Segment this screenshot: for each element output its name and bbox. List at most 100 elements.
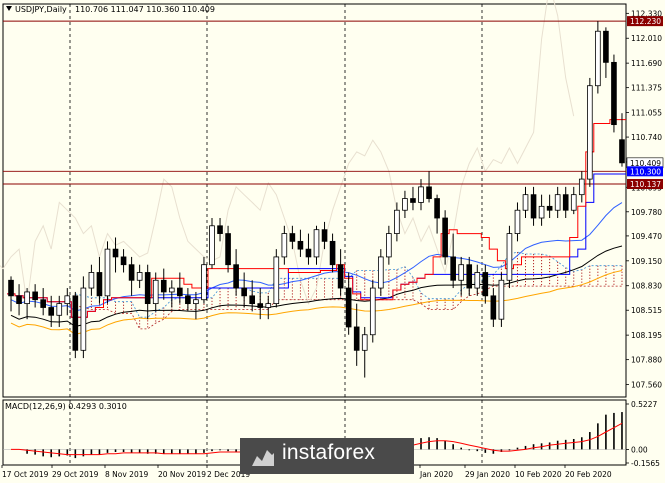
candle-bull (418, 186, 424, 203)
price-tick-label: 109.150 (631, 257, 662, 266)
candle-bear (249, 295, 256, 305)
candle-bear (442, 217, 448, 258)
candle-bull (377, 256, 384, 289)
candle-bull (402, 198, 408, 211)
candle-bull (578, 178, 585, 196)
candle-bear (289, 233, 296, 242)
price-tick-label: 108.830 (631, 282, 662, 291)
price-tick-label: 109.780 (631, 208, 662, 217)
time-tick-label: 8 Nov 2019 (105, 470, 148, 479)
time-tick-label: 29 Oct 2019 (52, 470, 99, 479)
time-tick-label: 29 Jan 2020 (465, 470, 510, 479)
price-tick-label: 108.515 (631, 306, 662, 315)
price-axis: 112.330 112.010 111.690 111.375 111.055 110.7… (626, 9, 664, 468)
ohlc-label: 110.706 111.047 110.360 110.409 (75, 5, 215, 14)
candle-bear (603, 30, 609, 63)
candle-bear (160, 279, 167, 293)
candle-bear (217, 225, 223, 234)
candle-bear (225, 233, 231, 266)
candle-bull (56, 303, 63, 316)
candle-bull (265, 303, 272, 308)
price-pane-frame (2, 3, 627, 398)
candle-bear (611, 61, 617, 126)
candle-bear (257, 303, 264, 308)
price-tick-label: 112.010 (631, 34, 662, 43)
price-tick-label: 111.055 (631, 109, 662, 118)
candle-bull (136, 272, 143, 281)
chikou-line (0, 0, 575, 305)
candle-bull (554, 194, 561, 211)
price-label-box (627, 179, 663, 190)
candle-bull (193, 299, 199, 305)
time-axis: 17 Oct 2019 29 Oct 2019 8 Nov 2019 20 Nov 2… (1, 465, 612, 479)
ma-blue-line (10, 202, 623, 312)
chart-header: USDJPY,Daily 110.706 111.047 110.360 110… (6, 5, 215, 14)
macd-tick-label: 0.00 (631, 445, 648, 454)
candle-bull (152, 279, 159, 305)
candle-bear (241, 287, 247, 297)
candle-bull (514, 209, 521, 234)
price-tick-label: 111.690 (631, 59, 662, 68)
collapse-triangle-icon[interactable] (6, 6, 12, 11)
time-tick-label: 20 Nov 2019 (158, 470, 206, 479)
candle-bear (353, 326, 360, 351)
time-tick-label: 2 Dec 2019 (207, 470, 250, 479)
candle-bear (530, 194, 537, 219)
time-tick-label: Jan 2020 (419, 470, 453, 479)
candle-bear (337, 264, 344, 289)
candle-bear (233, 264, 239, 289)
candle-bull (474, 272, 481, 289)
time-tick-label: 10 Feb 2020 (515, 470, 562, 479)
candle-bull (394, 209, 400, 234)
candle-bear (112, 248, 119, 258)
candle-bear (177, 287, 183, 297)
candle-bull (313, 229, 320, 258)
candle-bear (32, 291, 38, 301)
candle-bear (562, 194, 569, 211)
price-tick-label: 107.560 (631, 381, 662, 390)
candle-bull (168, 287, 175, 293)
candle-bull (570, 194, 577, 211)
watermark-text: instaforex (282, 441, 376, 464)
candle-bull (458, 264, 465, 281)
price-label-white: 110.409 (630, 159, 661, 168)
candle-bear (305, 248, 312, 258)
horizontal-levels (3, 20, 626, 185)
candle-bear (297, 240, 304, 250)
candle-bear (321, 229, 328, 242)
candle-bear (466, 264, 473, 289)
candle-bear (72, 295, 79, 351)
ma-orange-line (10, 270, 623, 335)
price-tick-label: 108.195 (631, 331, 662, 340)
candle-bear (434, 198, 440, 219)
candle-bear (329, 240, 336, 266)
price-label-box (627, 16, 663, 27)
candle-bull (88, 272, 95, 289)
candle-bear (482, 272, 489, 297)
price-label-box (627, 166, 663, 177)
candle-bear (410, 198, 416, 203)
candle-bear (490, 295, 497, 320)
candle-bear (619, 139, 625, 164)
candle-bull (201, 264, 207, 301)
instaforex-logo-icon (252, 450, 274, 466)
candles (8, 21, 625, 378)
price-label-blue: 110.300 (630, 167, 661, 176)
candle-bull (595, 30, 601, 87)
tenkan-line (7, 119, 626, 318)
candle-bear (426, 186, 432, 199)
candle-bear (185, 295, 191, 305)
ma-black-line (10, 245, 623, 328)
candle-bull (498, 279, 505, 320)
price-label-red: 112.230 (630, 17, 661, 26)
price-tick-label: 109.470 (631, 232, 662, 241)
candle-bull (281, 233, 288, 258)
candle-bull (209, 225, 215, 266)
price-tick-label: 111.375 (631, 84, 662, 93)
time-tick-label: 17 Oct 2019 (2, 470, 49, 479)
candle-bear (450, 256, 456, 281)
macd-tick-label: -0.1565 (631, 459, 660, 468)
price-tick-label: 112.330 (631, 9, 662, 18)
